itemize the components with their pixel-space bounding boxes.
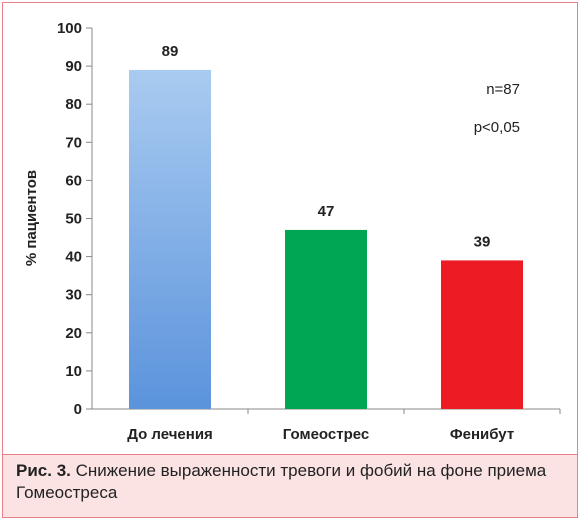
figure-label: Рис. 3.	[16, 461, 71, 480]
bar	[129, 69, 211, 409]
bar-chart: 0 10 20 30 40 50 60 70 80 90 100 До лечения Гомеост…	[23, 20, 561, 443]
y-tick-label: 80	[65, 96, 82, 113]
annotation-p: p<0,05	[474, 119, 520, 136]
data-label: 39	[474, 233, 491, 250]
data-label: 89	[162, 43, 179, 60]
bar	[441, 260, 523, 409]
bar	[285, 229, 367, 409]
y-tick-label: 0	[74, 401, 82, 418]
y-tick-label: 50	[65, 211, 82, 228]
y-tick-label: 40	[65, 249, 82, 266]
x-category-label: До лечения	[127, 426, 213, 443]
data-label: 47	[318, 203, 335, 220]
figure-caption: Рис. 3. Снижение выраженности тревоги и …	[16, 460, 556, 504]
y-tick-label: 30	[65, 287, 82, 304]
caption-text: Снижение выраженности тревоги и фобий на…	[16, 461, 547, 502]
caption-band	[2, 454, 578, 518]
y-axis-label: % пациентов	[23, 170, 40, 266]
x-category-label: Фенибут	[450, 426, 514, 443]
x-category-label: Гомеострес	[283, 426, 369, 443]
y-tick-label: 10	[65, 363, 82, 380]
annotation-n: n=87	[486, 81, 520, 98]
y-tick-label: 20	[65, 325, 82, 342]
y-tick-label: 90	[65, 58, 82, 75]
y-tick-label: 70	[65, 134, 82, 151]
y-tick-label: 60	[65, 172, 82, 189]
y-tick-label: 100	[57, 20, 82, 37]
